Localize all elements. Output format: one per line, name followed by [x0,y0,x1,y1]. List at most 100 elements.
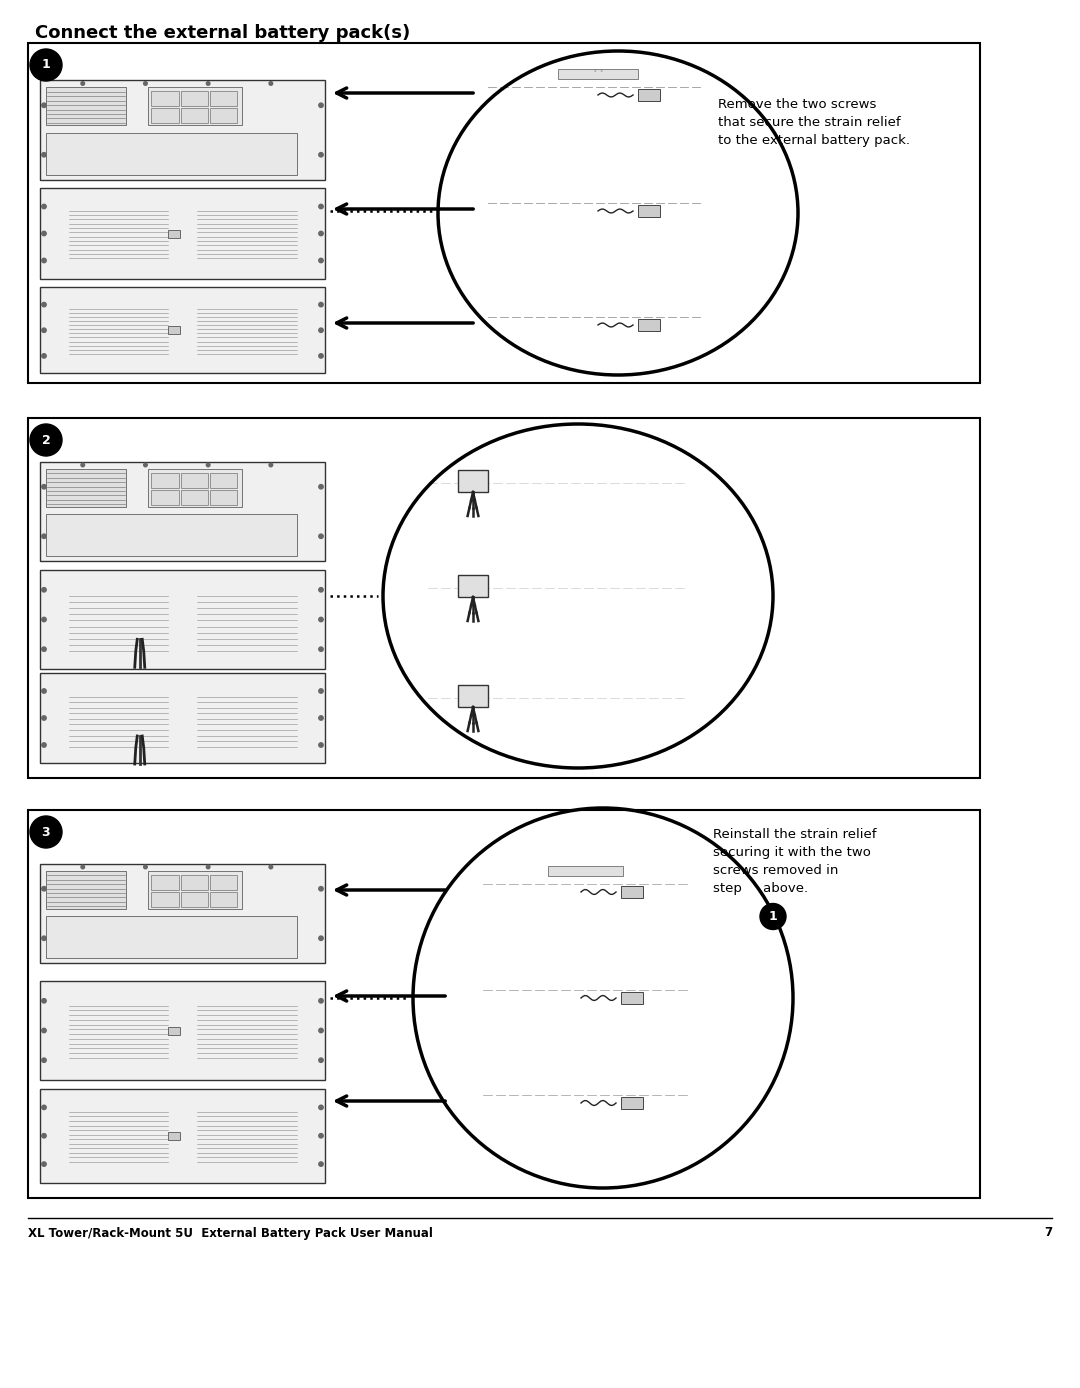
Bar [168,326,180,335]
Bar [210,874,238,890]
Bar [40,570,325,669]
Bar [40,1088,325,1183]
Text: 1: 1 [42,58,51,72]
Bar [180,874,208,890]
Bar [458,471,488,491]
Bar [28,811,980,1198]
Circle shape [319,936,323,941]
Circle shape [30,816,62,848]
Circle shape [319,647,323,651]
Text: 3: 3 [42,826,51,838]
Bar [180,473,208,487]
Circle shape [760,904,786,930]
Circle shape [81,82,84,85]
Circle shape [42,1029,46,1033]
Bar [180,891,208,906]
Circle shape [319,1058,323,1062]
Circle shape [319,354,323,358]
Bar [151,473,178,487]
Bar [148,469,242,507]
Circle shape [319,587,323,593]
Text: XL Tower/Rack-Mount 5U  External Battery Pack User Manual: XL Tower/Rack-Mount 5U External Battery … [28,1227,433,1239]
Text: Remove the two screws
that secure the strain relief
to the external battery pack: Remove the two screws that secure the st… [718,99,910,147]
Circle shape [42,743,46,747]
Bar [151,92,178,107]
Circle shape [206,82,210,85]
Circle shape [42,354,46,358]
Circle shape [144,82,147,85]
Bar [210,108,238,124]
Bar [621,992,643,1004]
Circle shape [42,204,46,208]
Bar [168,229,180,237]
Bar [46,870,125,909]
Bar [151,874,178,890]
Circle shape [42,618,46,622]
Bar [458,575,488,597]
Circle shape [42,647,46,651]
Bar [151,108,178,124]
Bar [40,189,325,279]
Bar [168,1131,180,1140]
Bar [40,863,325,963]
Bar [638,319,660,330]
Bar [558,69,638,79]
Text: 1: 1 [769,911,778,923]
Circle shape [42,887,46,891]
Bar [638,205,660,217]
Bar [28,43,980,383]
Circle shape [319,328,323,333]
Circle shape [42,303,46,307]
Circle shape [319,534,323,539]
Circle shape [269,82,272,85]
Bar [458,686,488,706]
Text: 2: 2 [42,433,51,447]
Bar [180,490,208,505]
Bar [210,891,238,906]
Circle shape [319,998,323,1004]
Bar [180,108,208,124]
Bar [40,287,325,373]
Circle shape [269,865,272,869]
Bar [40,462,325,561]
Bar [168,1027,180,1034]
Circle shape [42,484,46,489]
Circle shape [319,484,323,489]
Circle shape [319,1029,323,1033]
Circle shape [42,103,46,107]
Circle shape [319,204,323,208]
Bar [46,916,297,958]
Bar [40,981,325,1080]
Circle shape [42,534,46,539]
Bar [210,473,238,487]
Circle shape [319,153,323,157]
Text: °  °: ° ° [594,71,603,75]
Bar [148,87,242,125]
Bar [548,866,623,876]
Circle shape [206,865,210,869]
Circle shape [42,688,46,693]
Circle shape [42,1162,46,1166]
Circle shape [319,716,323,720]
Bar [180,92,208,107]
Circle shape [319,887,323,891]
Bar [148,870,242,909]
Circle shape [30,423,62,457]
Circle shape [144,464,147,466]
Circle shape [269,464,272,466]
Circle shape [319,232,323,236]
Circle shape [42,258,46,262]
Circle shape [42,587,46,593]
Circle shape [42,1058,46,1062]
Circle shape [319,303,323,307]
Bar [621,886,643,898]
Circle shape [319,743,323,747]
Circle shape [42,1105,46,1109]
Text: 7: 7 [1044,1227,1052,1239]
Circle shape [42,936,46,941]
Circle shape [81,865,84,869]
Circle shape [42,716,46,720]
Circle shape [319,688,323,693]
Circle shape [319,618,323,622]
Circle shape [42,998,46,1004]
